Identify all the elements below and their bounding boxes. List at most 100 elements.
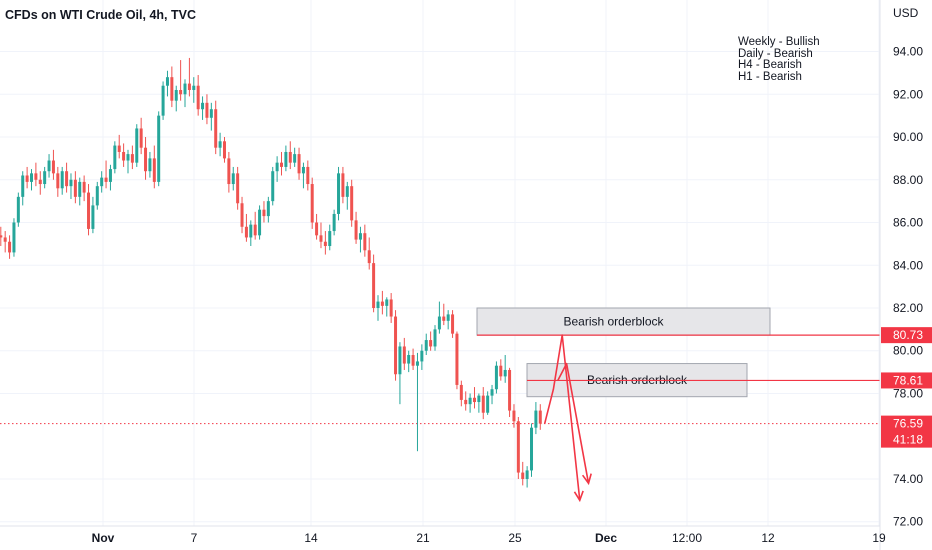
x-tick-label: 21 (416, 531, 430, 545)
candle-body (73, 179, 77, 197)
candle (459, 380, 463, 407)
candle (380, 290, 384, 315)
candle (144, 137, 148, 180)
candle (231, 166, 235, 191)
candle-body (87, 192, 91, 229)
candle (240, 196, 244, 234)
candle (266, 196, 270, 223)
candle (60, 166, 64, 195)
candle (95, 181, 99, 210)
candle (442, 303, 446, 326)
candle (8, 235, 12, 259)
candle-body (214, 109, 218, 148)
candle-body (538, 410, 542, 424)
candle-body (525, 470, 529, 479)
candle (534, 402, 538, 435)
candle-body (205, 102, 209, 118)
candle (214, 100, 218, 155)
candle-body (187, 83, 191, 90)
candle-body (420, 350, 424, 362)
candle (192, 77, 196, 103)
candle (12, 218, 16, 257)
candle-body (165, 77, 169, 86)
candle (490, 384, 494, 405)
candle-body (328, 231, 332, 247)
candle-body (508, 369, 512, 411)
candle-body (385, 299, 389, 306)
candle-body (161, 85, 165, 116)
candle (494, 361, 498, 394)
candle-body (472, 397, 476, 403)
currency-label: USD (893, 6, 919, 20)
candle-body (494, 365, 498, 390)
candle-body (104, 177, 108, 182)
candle (328, 224, 332, 251)
candle (205, 94, 209, 125)
candle (104, 160, 108, 189)
candle-body (358, 233, 362, 240)
candle-body (407, 355, 411, 364)
candle (284, 145, 288, 172)
candle (152, 145, 156, 189)
candle (196, 75, 200, 116)
candle-body (135, 128, 139, 163)
candle-body (376, 301, 380, 308)
candle (65, 162, 69, 193)
candle-body (157, 115, 161, 182)
candle-body (451, 314, 455, 334)
candle-body (38, 179, 42, 185)
candle-body (437, 316, 441, 330)
candle (288, 141, 292, 170)
x-tick-label: 25 (508, 531, 522, 545)
level-price-tag: 80.73 (881, 327, 932, 344)
candle (122, 143, 126, 167)
candle (446, 310, 450, 330)
candle (464, 391, 468, 411)
candle (87, 184, 91, 236)
candle-body (47, 160, 51, 172)
candle-body (16, 196, 20, 223)
candle (323, 231, 327, 255)
candle (262, 201, 266, 223)
candle (170, 66, 174, 108)
candle-body (51, 160, 55, 174)
candle (0, 226, 3, 247)
candle-body (253, 224, 257, 236)
candle-body (60, 171, 64, 189)
candle (372, 254, 376, 313)
bias-note-h1: H1 - Bearish (738, 70, 802, 83)
candle-body (354, 220, 358, 240)
candle-body (209, 109, 213, 118)
candle-body (350, 186, 354, 221)
candle-body (372, 263, 376, 308)
candle (148, 151, 152, 178)
candle (293, 147, 297, 167)
candle (503, 355, 507, 383)
candle-body (499, 365, 503, 377)
candle-body (411, 355, 415, 366)
candle-body (455, 333, 459, 385)
candle-body (183, 83, 187, 95)
x-tick-label: 12:00 (672, 531, 702, 545)
y-tick-label: 84.00 (893, 258, 923, 272)
candle (38, 171, 42, 195)
y-tick-label: 72.00 (893, 515, 923, 529)
candle (345, 181, 349, 210)
candle (455, 331, 459, 390)
candle-body (345, 186, 349, 197)
x-tick-label: Nov (92, 531, 115, 545)
candle (3, 231, 7, 253)
candle-body (222, 141, 226, 159)
candle (135, 124, 139, 167)
candle (477, 393, 481, 413)
candle-body (468, 397, 472, 405)
candle (451, 310, 455, 338)
candle-body (227, 158, 231, 185)
candle (297, 147, 301, 180)
candle-body (424, 340, 428, 351)
x-tick-label: 7 (191, 531, 198, 545)
candle (108, 164, 112, 191)
bias-notes: Weekly - Bullish Daily - Bearish H4 - Be… (738, 36, 820, 83)
candle (30, 169, 34, 191)
